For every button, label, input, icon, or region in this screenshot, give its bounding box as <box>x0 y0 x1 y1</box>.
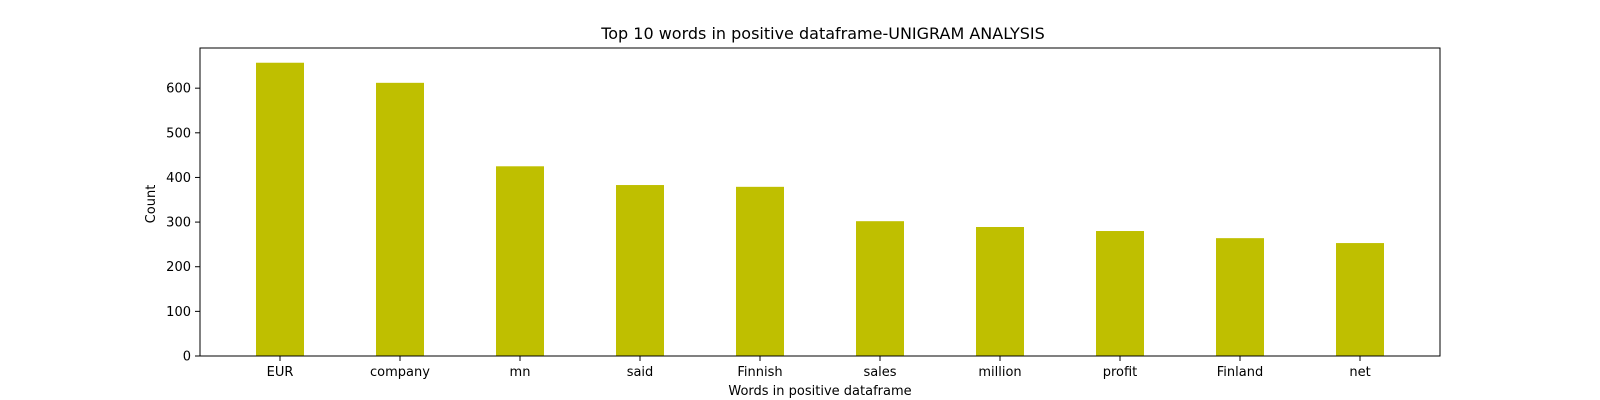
bar-finnish <box>736 186 784 356</box>
x-tick-label: profit <box>1103 365 1138 380</box>
bar-finland <box>1216 238 1264 356</box>
bar-million <box>976 226 1024 356</box>
bar-net <box>1336 243 1384 356</box>
x-tick-label: EUR <box>267 365 294 380</box>
y-axis-label: Count <box>144 185 159 224</box>
x-tick-label: Finland <box>1217 365 1263 380</box>
y-tick-label: 0 <box>183 350 191 365</box>
bar-sales <box>856 221 904 356</box>
x-tick-label: million <box>978 365 1021 380</box>
x-tick-label: company <box>370 365 430 380</box>
y-tick-label: 600 <box>166 82 191 97</box>
x-tick-label: said <box>627 365 654 380</box>
bar-said <box>616 185 664 356</box>
bar-company <box>376 82 424 357</box>
bar-profit <box>1096 231 1144 356</box>
plot-frame <box>199 47 1441 357</box>
y-tick-label: 100 <box>166 305 191 320</box>
plot-area <box>256 62 1384 357</box>
y-tick-label: 200 <box>166 260 191 275</box>
y-tick-label: 500 <box>166 126 191 141</box>
x-tick-label: Finnish <box>737 365 782 380</box>
x-tick-label: net <box>1349 365 1370 380</box>
x-tick-label: sales <box>863 365 896 380</box>
y-tick-label: 300 <box>166 216 191 231</box>
bar-mn <box>496 166 544 356</box>
bar-eur <box>256 62 304 356</box>
y-axis: 0 100 200 300 400 500 600 <box>166 82 200 365</box>
x-tick-label: mn <box>510 365 531 380</box>
x-axis-label: Words in positive dataframe <box>728 384 911 399</box>
x-axis: EUR company mn said Finnish sales million profi… <box>267 356 1371 380</box>
chart-title: Top 10 words in positive dataframe-UNIGR… <box>600 24 1045 43</box>
y-tick-label: 400 <box>166 171 191 186</box>
